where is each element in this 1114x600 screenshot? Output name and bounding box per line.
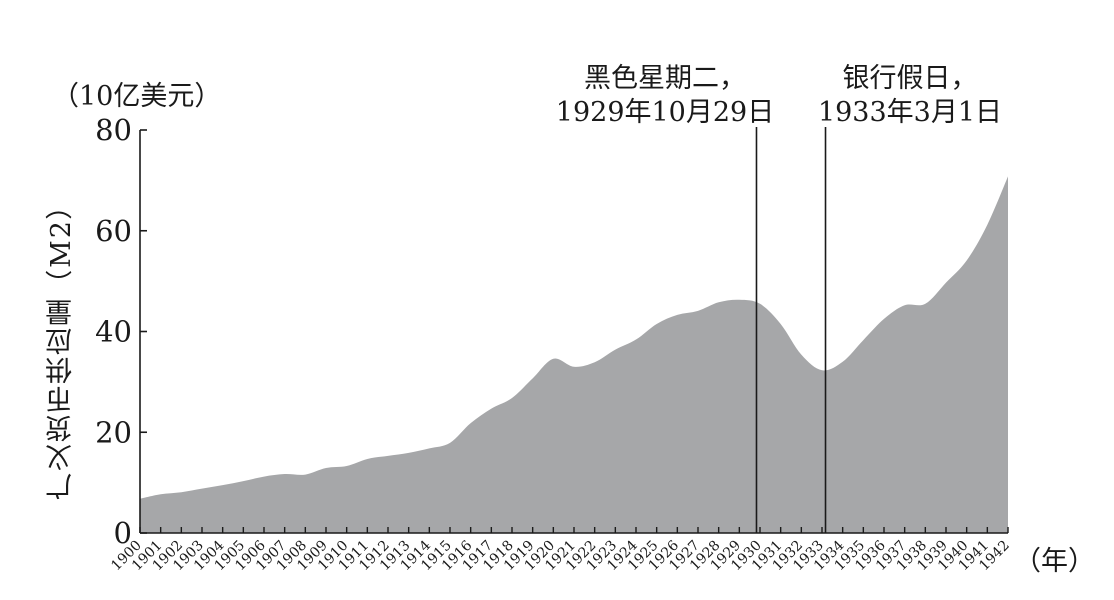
- y-tick-label: 0: [114, 516, 132, 550]
- y-tick-label: 60: [95, 214, 132, 248]
- y-axis-label: 广义货币供应量（M2）: [46, 190, 77, 500]
- annotation-black-tuesday-date: 1929年10月29日: [555, 97, 775, 128]
- y-tick-label: 40: [95, 315, 132, 349]
- y-tick-label: 80: [95, 113, 132, 147]
- x-unit-label: （年）: [1014, 546, 1095, 577]
- annotation-black-tuesday-title: 黑色星期二，: [584, 63, 746, 94]
- y-unit-label: （10亿美元）: [52, 81, 222, 112]
- annotation-black-tuesday: 黑色星期二， 1929年10月29日: [550, 62, 780, 130]
- y-tick-label: 20: [95, 415, 132, 449]
- m2-area-series: [140, 176, 1008, 533]
- annotation-bank-holiday-date: 1933年3月1日: [817, 97, 1003, 128]
- annotation-bank-holiday: 银行假日， 1933年3月1日: [805, 62, 1015, 130]
- annotation-bank-holiday-title: 银行假日，: [842, 63, 978, 94]
